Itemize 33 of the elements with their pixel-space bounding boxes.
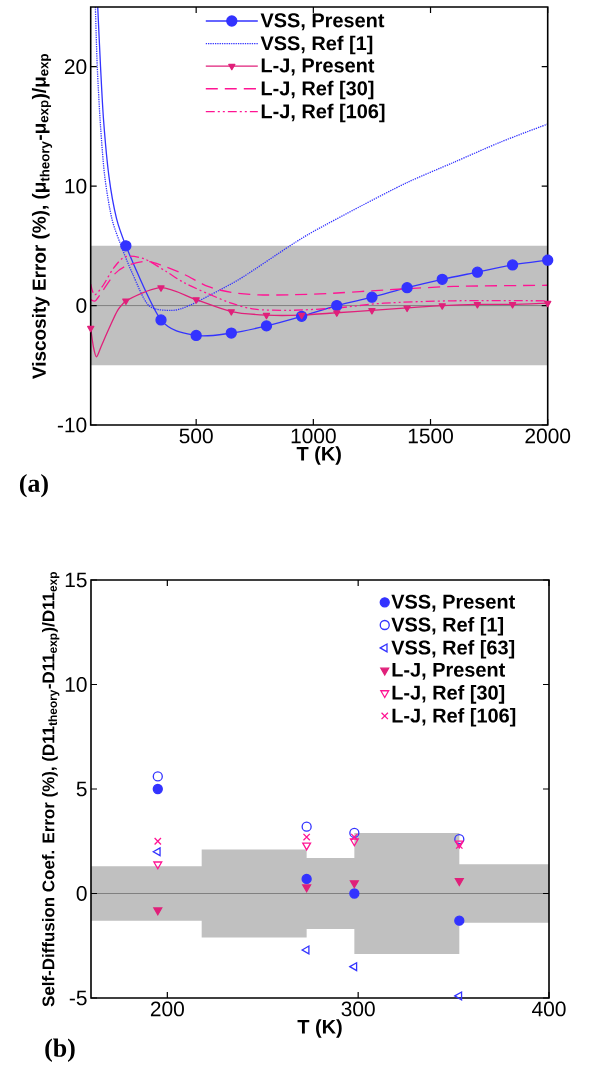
legend-label: VSS, Ref [1] <box>391 617 504 636</box>
legend-label: L-J, Ref [30] <box>392 685 505 704</box>
legend-label: L-J, Ref [106] <box>261 103 385 123</box>
x-tick-label: 200 <box>150 1001 184 1017</box>
y-axis-title: Self-Diffusion Coef. Error (%), (D11$_{theory}$-D11$_{exp}$)/D11$_{exp}$ <box>41 572 60 1007</box>
text: (b) <box>45 1038 75 1063</box>
legend-label: VSS, Ref [1] <box>260 35 373 55</box>
y-tick-label: 10 <box>65 178 87 194</box>
legend-label: VSS, Ref [63] <box>391 639 515 659</box>
x-tick-label: 1000 <box>291 428 336 444</box>
legend-label: L-J, Present <box>392 662 506 680</box>
text: (a) <box>19 473 48 498</box>
y-tick-label: 0 <box>76 886 87 901</box>
y-tick-label: -5 <box>69 990 87 1006</box>
y-tick-label: 15 <box>65 572 87 588</box>
y-axis-title: Viscosity Error (%), (μ$_{theory}$-μ$_{exp}$)/μ$_{exp}$ <box>31 54 53 379</box>
x-tick-label: 2000 <box>525 428 571 444</box>
x-axis-title: T (K) <box>296 446 341 465</box>
y-tick-label: 20 <box>64 59 87 75</box>
x-tick-label: 400 <box>532 1001 566 1017</box>
x-axis-title: T (K) <box>297 1019 342 1038</box>
legend-label: VSS, Present <box>260 13 385 31</box>
y-tick-label: 10 <box>65 677 87 692</box>
legend-label: L-J, Present <box>261 58 375 76</box>
y-tick-label: 0 <box>76 298 87 313</box>
x-tick-label: 500 <box>179 428 213 444</box>
x-tick-label: 1500 <box>408 428 453 444</box>
y-tick-label: -10 <box>57 417 87 433</box>
legend-label: L-J, Ref [106] <box>392 707 516 727</box>
y-tick-label: 5 <box>76 781 87 797</box>
legend-label: L-J, Ref [30] <box>261 80 374 100</box>
legend-label: VSS, Present <box>391 594 515 612</box>
x-tick-label: 300 <box>341 1001 375 1017</box>
